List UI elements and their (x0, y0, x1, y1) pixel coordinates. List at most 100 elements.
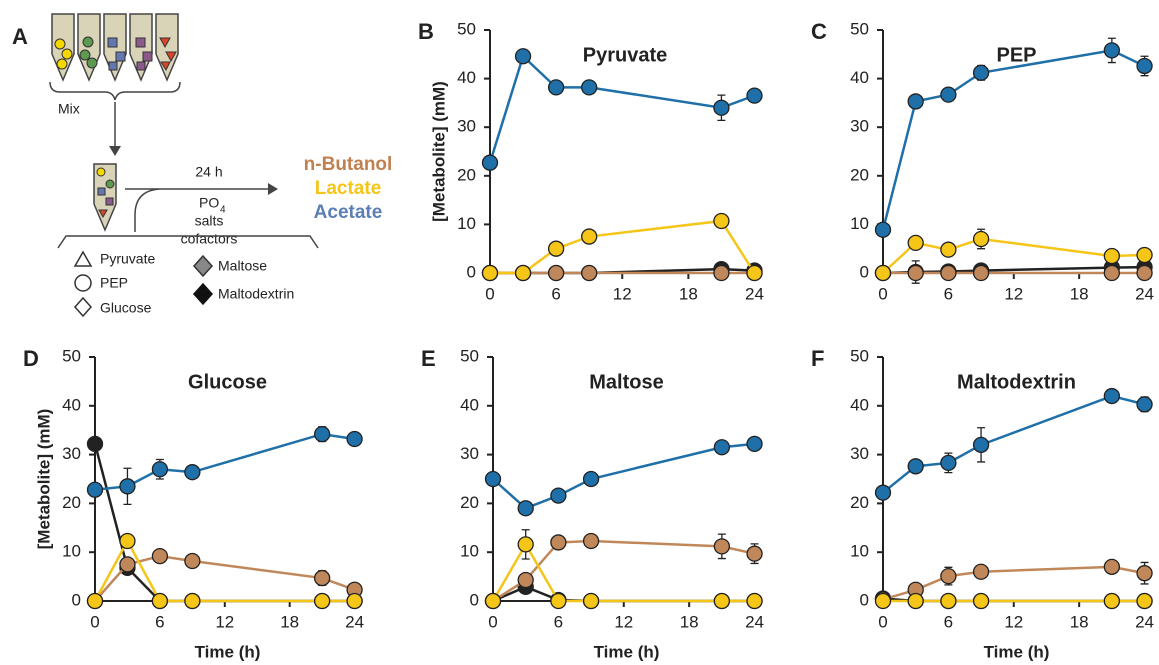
point (346, 430, 363, 448)
reagent: PO (199, 195, 219, 211)
y-tick-label: 10 (850, 214, 869, 233)
y-tick-label: 40 (460, 395, 479, 414)
point (907, 234, 924, 252)
legend-shape (73, 296, 93, 318)
x-axis-label: Time (h) (594, 642, 660, 661)
point (346, 592, 363, 610)
point (940, 86, 957, 103)
x-tick-label: 12 (1004, 284, 1023, 303)
point (484, 470, 502, 488)
y-tick-label: 50 (62, 346, 81, 365)
point (581, 228, 598, 245)
panel-label: B (418, 19, 434, 44)
y-tick-label: 50 (850, 19, 869, 38)
arrow-head (268, 183, 278, 195)
point (972, 230, 990, 248)
chart-title: Pyruvate (583, 44, 668, 66)
y-tick-label: 50 (457, 19, 476, 38)
point (119, 556, 136, 573)
y-tick-label: 0 (470, 590, 479, 609)
x-tick-label: 18 (280, 612, 299, 631)
y-tick-label: 40 (850, 395, 869, 414)
panel-label: E (421, 346, 436, 371)
point (517, 536, 534, 553)
point (151, 592, 169, 610)
point (184, 464, 201, 481)
x-axis-label: Time (h) (195, 642, 261, 661)
point (151, 461, 169, 478)
y-tick-label: 10 (460, 542, 479, 561)
y-tick-label: 40 (62, 395, 81, 414)
point (313, 425, 331, 443)
point (119, 478, 136, 495)
point (907, 93, 924, 110)
legend-text: Pyruvate (100, 251, 155, 267)
point (581, 264, 598, 282)
point (550, 487, 567, 504)
x-tick-label: 0 (90, 612, 99, 631)
point (713, 439, 731, 456)
point (1136, 57, 1153, 75)
point (907, 458, 924, 475)
legend-text: Glucose (100, 300, 152, 316)
x-tick-label: 18 (679, 284, 698, 303)
point (582, 592, 600, 610)
y-tick-label: 50 (460, 346, 479, 365)
x-tick-label: 24 (745, 284, 764, 303)
legend-shape (192, 282, 214, 306)
point (313, 569, 331, 587)
point (940, 567, 957, 585)
point (746, 87, 763, 104)
point (1136, 246, 1153, 264)
point (1103, 264, 1121, 282)
product: Lactate (315, 178, 382, 199)
x-tick-label: 0 (878, 284, 887, 303)
time-label: 24 h (195, 164, 222, 180)
series-line (881, 49, 1146, 231)
y-tick-label: 50 (850, 346, 869, 365)
point (547, 240, 565, 257)
point (1136, 264, 1153, 282)
point (940, 264, 957, 282)
point (746, 435, 763, 453)
y-tick-label: 20 (460, 493, 479, 512)
x-tick-label: 24 (1135, 284, 1154, 303)
x-tick-label: 6 (551, 284, 560, 303)
point (481, 154, 499, 171)
y-tick-label: 0 (467, 262, 476, 281)
point (940, 454, 957, 472)
point (184, 592, 201, 610)
point (1136, 565, 1153, 582)
point (713, 592, 731, 610)
point (1103, 558, 1121, 575)
x-tick-label: 6 (554, 612, 563, 631)
point (713, 99, 730, 116)
point (972, 64, 990, 81)
panel-label: A (12, 24, 28, 49)
point (972, 592, 990, 610)
chart-title: PEP (996, 44, 1036, 66)
y-tick-label: 20 (457, 165, 476, 184)
point (547, 79, 565, 96)
reagent-sub: 4 (220, 205, 226, 216)
x-tick-label: 0 (488, 612, 497, 631)
product: n-Butanol (304, 154, 393, 175)
y-tick-label: 10 (62, 542, 81, 561)
point (746, 592, 763, 610)
diagram: A Mix 24 h PO 4 salts cofactors n-Butano… (12, 13, 393, 318)
chart-title: Maltose (589, 371, 663, 393)
y-tick-label: 20 (62, 493, 81, 512)
x-tick-label: 6 (155, 612, 164, 631)
y-tick-label: 10 (457, 214, 476, 233)
point (86, 481, 104, 498)
mix-label: Mix (58, 101, 80, 117)
x-tick-label: 12 (1004, 612, 1023, 631)
point (940, 241, 957, 258)
point (582, 532, 600, 550)
x-tick-label: 12 (215, 612, 234, 631)
point (1103, 387, 1121, 405)
point (184, 552, 201, 570)
point (874, 221, 892, 238)
point (514, 48, 532, 65)
y-tick-label: 30 (62, 444, 81, 463)
